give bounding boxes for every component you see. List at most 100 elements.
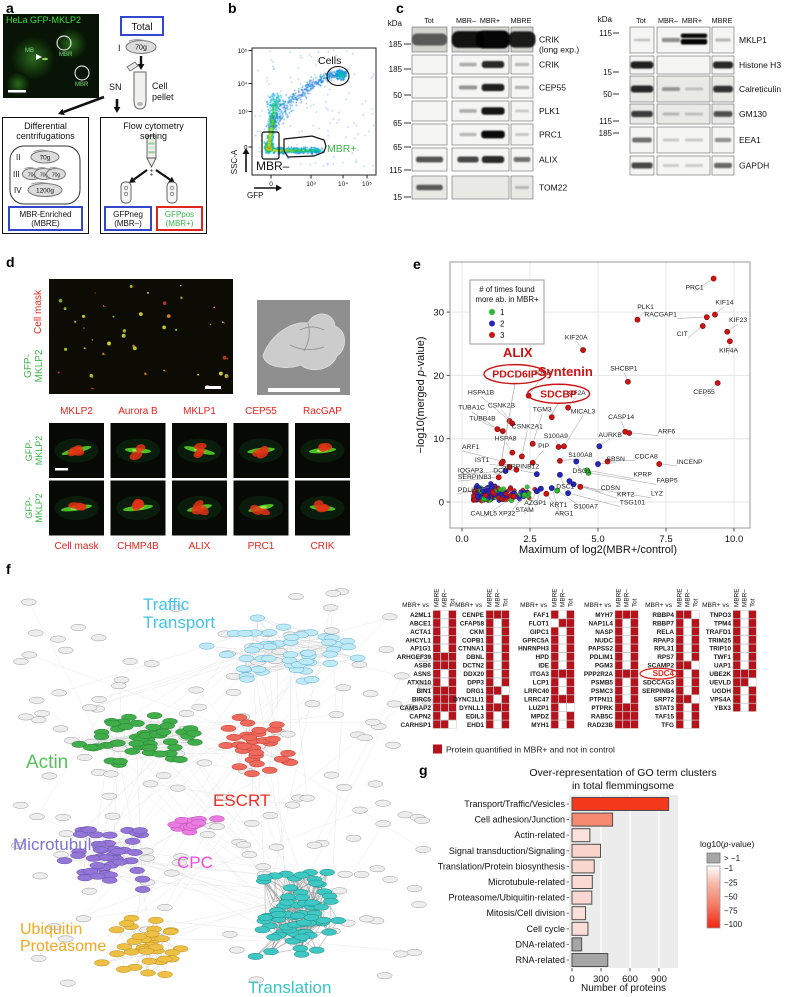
- volcano-point-IST1: [506, 464, 513, 471]
- g-category-1: Cell adhesion/Junction: [474, 815, 565, 825]
- protein-label-Calreticulin: Calreticulin: [739, 84, 781, 94]
- cells-label: Cells: [318, 55, 341, 67]
- heatmap-row-DDX20: DDX20: [463, 669, 510, 678]
- volcano-label-S100A8: S100A8: [568, 452, 592, 459]
- heatmap-row-DRG1: DRG1: [466, 686, 510, 695]
- e-y-tick: 10: [433, 434, 444, 445]
- heatmap-gene-UAP1: UAP1: [714, 663, 731, 670]
- heatmap-gene-PSMB5: PSMB5: [591, 680, 613, 687]
- heatmap-gene-RBBP4: RBBP4: [652, 612, 674, 619]
- cell-pellet-label-1: Cell: [152, 81, 168, 91]
- heatmap-row-RPS7: RPS7: [657, 652, 700, 661]
- heatmap-gene-DPP3: DPP3: [467, 680, 484, 687]
- midbody-tile: [110, 480, 166, 536]
- heatmap-vs-label: MBR+ vs: [645, 602, 673, 609]
- volcano-label-S100A9: S100A9: [544, 433, 568, 440]
- callout-big-ALIX: ALIX: [503, 345, 533, 360]
- kda-value: 65: [393, 143, 402, 152]
- volcano-label-CDCA8: CDCA8: [635, 453, 658, 460]
- heatmap-gene-DRG1: DRG1: [466, 688, 484, 695]
- heatmap-gene-BIRC5: BIRC5: [412, 696, 432, 703]
- heatmap-gene-RPL31: RPL31: [654, 646, 674, 653]
- heatmap-row-HNRNPH3: HNRNPH3: [518, 644, 575, 653]
- volcano-label-DSC1: DSC1: [556, 484, 574, 491]
- protein-label-PLK1: PLK1: [539, 106, 560, 116]
- volcano-point-CALML5: [510, 493, 517, 500]
- heatmap-row-ABCE1: ABCE1: [409, 618, 457, 627]
- heatmap-legend-text: Protein quantified in MBR+ and not in co…: [446, 745, 615, 755]
- heatmap-row-TNPO3: TNPO3: [710, 610, 757, 619]
- heatmap-row-CAPN2: CAPN2: [409, 711, 457, 720]
- spin-speed-label: 70g: [40, 172, 49, 178]
- volcano-point-SERPINB12: [533, 471, 540, 478]
- callout-SDCBP: Syntenin SDCBP: [526, 364, 593, 421]
- g-legend-tick-−75: −75: [724, 907, 738, 916]
- heatmap-gene-TRAFD1: TRAFD1: [706, 629, 732, 636]
- panel-g-letter: g: [419, 762, 428, 778]
- heatmap-row-UAP1: UAP1: [714, 661, 757, 670]
- micrograph-title: HeLa GFP-MKLP2: [6, 15, 81, 25]
- kda-value: 115: [599, 29, 612, 38]
- heatmap-col-header-Tot: Tot: [692, 598, 699, 607]
- e-x-axis-label: Maximum of log2(MBR+/control): [519, 544, 677, 556]
- heatmap-vs-label: MBR+ vs: [584, 602, 612, 609]
- panel-a-letter: a: [6, 0, 14, 16]
- heatmap-row-SERPINB4: SERPINB4: [642, 686, 700, 695]
- go-bar-chart: Over-representation of GO term clustersi…: [438, 767, 755, 994]
- b-x-tick: 10⁵: [362, 181, 372, 188]
- g-legend-tick-−50: −50: [724, 893, 738, 902]
- total-label: Total: [131, 22, 153, 33]
- volcano-point-AZGP1: [537, 485, 544, 492]
- heatmap-row-RBBP7: RBBP7: [652, 618, 700, 627]
- heatmap-gene-ASB6: ASB6: [414, 663, 431, 670]
- heatmap-vs-label: MBR+ vs: [520, 602, 548, 609]
- gfppos-label-2: (MBR+): [165, 219, 194, 229]
- panel-f-letter: f: [6, 561, 11, 577]
- kda-value: 185: [389, 65, 403, 74]
- heatmap-col-header-MBR–: MBR–: [560, 589, 567, 607]
- heatmap-row-TRAFD1: TRAFD1: [706, 627, 757, 636]
- b-y-tick: 10⁴: [237, 81, 247, 88]
- volcano-point-XP32: [521, 492, 528, 498]
- volcano-label-SHCBP1: SHCBP1: [610, 365, 637, 372]
- g-title-1: Over-representation of GO term clusters: [529, 767, 716, 779]
- kda-value: 50: [603, 90, 612, 99]
- heatmap-row-LRRC40: LRRC40: [524, 686, 575, 695]
- heatmap-gene-NUDC: NUDC: [595, 637, 614, 644]
- cell-pellet-label-2: pellet: [152, 92, 174, 102]
- g-category-4: Translation/Protein biosynthesis: [438, 861, 566, 871]
- protein-label-GAPDH: GAPDH: [739, 161, 769, 171]
- volcano-label-CIT: CIT: [677, 331, 688, 338]
- volcano-point-ARG1: [543, 490, 550, 497]
- volcano-point-KIF4A: [727, 338, 733, 345]
- heatmap-gene-MYH7: MYH7: [595, 612, 613, 619]
- heatmap-row-YBX3: YBX3: [714, 703, 757, 712]
- b-x-tick: 0: [269, 181, 273, 188]
- heatmap-col-header-MBRE: MBRE: [734, 589, 741, 607]
- heatmap-gene-CAPN2: CAPN2: [409, 713, 431, 720]
- midbody-tile: [295, 480, 350, 536]
- heatmap-gene-UBE2K: UBE2K: [709, 671, 731, 678]
- callout-small-PDCD6IP: PDCD6IP: [492, 369, 538, 381]
- g-bar-6: [571, 890, 593, 905]
- heatmap-gene-PPP2R2A: PPP2R2A: [584, 671, 614, 678]
- midbody-tile: [172, 480, 227, 536]
- heatmap-gene-DBNL: DBNL: [466, 654, 484, 661]
- e-x-tick: 2.5: [523, 534, 536, 545]
- volcano-point-SERPINB3: [495, 474, 502, 481]
- volcano-point-KIF2A: [565, 404, 571, 411]
- heatmap-gene-SERPINB4: SERPINB4: [642, 688, 674, 695]
- legend-item-1: 1: [500, 308, 505, 317]
- volcano-plot: PRC1 KIF14 RACGAP1 CIT KIF23 KIF4A PLK1 KIF20A S…: [415, 261, 751, 556]
- g-legend-tick-−100: −100: [724, 920, 743, 929]
- e-x-tick: 7.5: [659, 534, 672, 545]
- heatmap-row-DBNL: DBNL: [466, 652, 510, 661]
- tile-bottom-label-Cell mask: Cell mask: [55, 541, 100, 552]
- heatmap-gene-TFG: TFG: [661, 722, 674, 729]
- heatmap-gene-CFAP58: CFAP58: [460, 620, 485, 627]
- heatmap-row-LUZP1: LUZP1: [529, 703, 575, 712]
- heatmap-gene-LUZP1: LUZP1: [529, 705, 550, 712]
- volcano-label-KRT2: KRT2: [617, 491, 634, 498]
